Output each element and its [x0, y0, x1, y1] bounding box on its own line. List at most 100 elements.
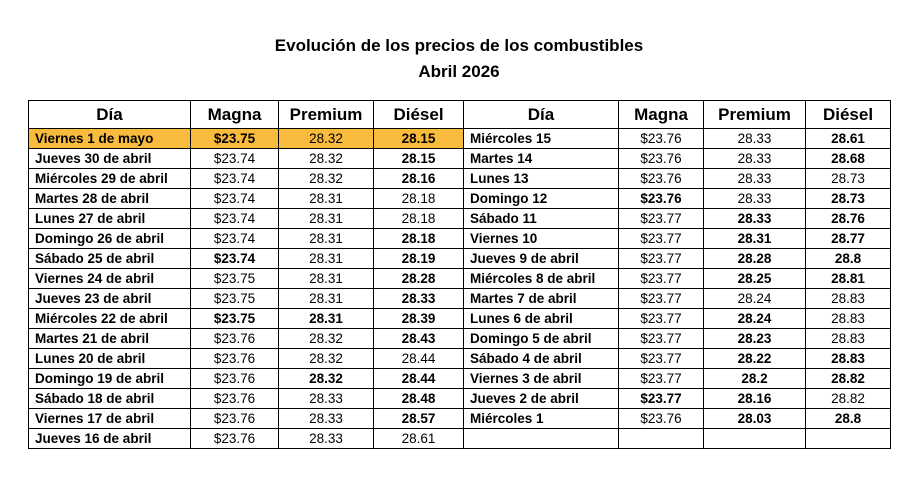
price-cell: $23.76 [190, 428, 279, 449]
table-row: Miércoles 22 de abril $23.75 28.31 28.39 Lun… [28, 308, 891, 329]
price-cell: 28.31 [278, 208, 374, 229]
price-cell: 28.31 [278, 248, 374, 269]
price-cell: 28.31 [703, 228, 806, 249]
price-cell: $23.77 [618, 288, 704, 309]
price-cell: 28.32 [278, 148, 374, 169]
price-cell: $23.74 [190, 148, 279, 169]
price-cell: $23.76 [190, 348, 279, 369]
day-cell: Miércoles 8 de abril [463, 268, 619, 289]
price-cell: 28.32 [278, 368, 374, 389]
price-cell: $23.76 [618, 128, 704, 149]
price-cell: 28.15 [373, 128, 464, 149]
day-cell: Sábado 11 [463, 208, 619, 229]
price-cell: 28.28 [703, 248, 806, 269]
price-cell: 28.73 [805, 188, 891, 209]
table-row: Viernes 24 de abril $23.75 28.31 28.28 Miérc… [28, 268, 891, 289]
table-row: Domingo 19 de abril $23.76 28.32 28.44 Viern… [28, 368, 891, 389]
column-header: Premium [703, 100, 806, 129]
price-cell: $23.74 [190, 208, 279, 229]
price-cell: $23.77 [618, 348, 704, 369]
day-cell: Jueves 30 de abril [28, 148, 191, 169]
price-cell: 28.16 [703, 388, 806, 409]
price-cell: 28.2 [703, 368, 806, 389]
price-cell: 28.83 [805, 328, 891, 349]
day-cell: Martes 28 de abril [28, 188, 191, 209]
day-cell: Domingo 26 de abril [28, 228, 191, 249]
price-cell: $23.77 [618, 248, 704, 269]
price-cell: 28.23 [703, 328, 806, 349]
price-table: Día Magna Premium Diésel Día Magna Premium Diés… [28, 100, 891, 449]
price-cell: 28.82 [805, 368, 891, 389]
price-cell: 28.81 [805, 268, 891, 289]
day-cell: Domingo 19 de abril [28, 368, 191, 389]
price-cell: 28.77 [805, 228, 891, 249]
day-cell: Sábado 18 de abril [28, 388, 191, 409]
table-row: Martes 28 de abril $23.74 28.31 28.18 Doming… [28, 188, 891, 209]
day-cell: Lunes 20 de abril [28, 348, 191, 369]
table-row: Viernes 17 de abril $23.76 28.33 28.57 Miérc… [28, 408, 891, 429]
table-row: Lunes 27 de abril $23.74 28.31 28.18 Sábado … [28, 208, 891, 229]
price-cell: $23.74 [190, 168, 279, 189]
price-cell: 28.8 [805, 408, 891, 429]
day-cell: Viernes 17 de abril [28, 408, 191, 429]
price-cell: $23.74 [190, 248, 279, 269]
day-cell: Sábado 4 de abril [463, 348, 619, 369]
price-cell: 28.32 [278, 128, 374, 149]
price-cell: $23.77 [618, 388, 704, 409]
price-cell: 28.24 [703, 308, 806, 329]
price-cell: 28.61 [373, 428, 464, 449]
price-cell: 28.83 [805, 288, 891, 309]
day-cell: Martes 14 [463, 148, 619, 169]
price-cell: 28.33 [278, 388, 374, 409]
price-cell: $23.77 [618, 228, 704, 249]
price-cell: 28.33 [703, 208, 806, 229]
day-cell: Miércoles 22 de abril [28, 308, 191, 329]
price-cell: 28.83 [805, 348, 891, 369]
price-cell: $23.77 [618, 268, 704, 289]
table-row: Lunes 20 de abril $23.76 28.32 28.44 Sábado … [28, 348, 891, 369]
day-cell: Lunes 6 de abril [463, 308, 619, 329]
day-cell: Martes 21 de abril [28, 328, 191, 349]
day-cell: Viernes 3 de abril [463, 368, 619, 389]
price-cell: $23.76 [190, 328, 279, 349]
header-row: Día Magna Premium Diésel Día Magna Premium Diés… [28, 100, 891, 129]
column-header: Día [28, 100, 191, 129]
price-cell: $23.74 [190, 228, 279, 249]
day-cell: Lunes 27 de abril [28, 208, 191, 229]
price-cell: $23.75 [190, 268, 279, 289]
price-cell: 28.32 [278, 328, 374, 349]
table-row: Viernes 1 de mayo $23.75 28.32 28.15 Miércol… [28, 128, 891, 149]
day-cell: Sábado 25 de abril [28, 248, 191, 269]
day-cell: Jueves 9 de abril [463, 248, 619, 269]
price-cell: 28.32 [278, 168, 374, 189]
price-cell: $23.76 [190, 408, 279, 429]
price-cell: 28.31 [278, 288, 374, 309]
price-cell: 28.33 [278, 408, 374, 429]
table-row: Martes 21 de abril $23.76 28.32 28.43 Doming… [28, 328, 891, 349]
price-cell: $23.76 [618, 408, 704, 429]
day-cell: Lunes 13 [463, 168, 619, 189]
price-cell: $23.76 [618, 188, 704, 209]
table-row: Jueves 30 de abril $23.74 28.32 28.15 Martes… [28, 148, 891, 169]
day-cell: Domingo 5 de abril [463, 328, 619, 349]
column-header: Diésel [373, 100, 464, 129]
day-cell: Viernes 10 [463, 228, 619, 249]
price-cell: 28.03 [703, 408, 806, 429]
price-cell: 28.48 [373, 388, 464, 409]
day-cell: Miércoles 29 de abril [28, 168, 191, 189]
price-cell: 28.19 [373, 248, 464, 269]
title: Evolución de los precios de los combusti… [274, 36, 644, 55]
price-cell: $23.74 [190, 188, 279, 209]
price-cell: 28.28 [373, 268, 464, 289]
day-cell: Viernes 24 de abril [28, 268, 191, 289]
empty-cell [703, 428, 806, 449]
price-cell: 28.33 [703, 188, 806, 209]
price-cell: 28.73 [805, 168, 891, 189]
price-cell: $23.77 [618, 328, 704, 349]
price-cell: 28.24 [703, 288, 806, 309]
price-cell: 28.76 [805, 208, 891, 229]
price-cell: 28.22 [703, 348, 806, 369]
price-cell: 28.43 [373, 328, 464, 349]
price-cell: 28.33 [703, 168, 806, 189]
